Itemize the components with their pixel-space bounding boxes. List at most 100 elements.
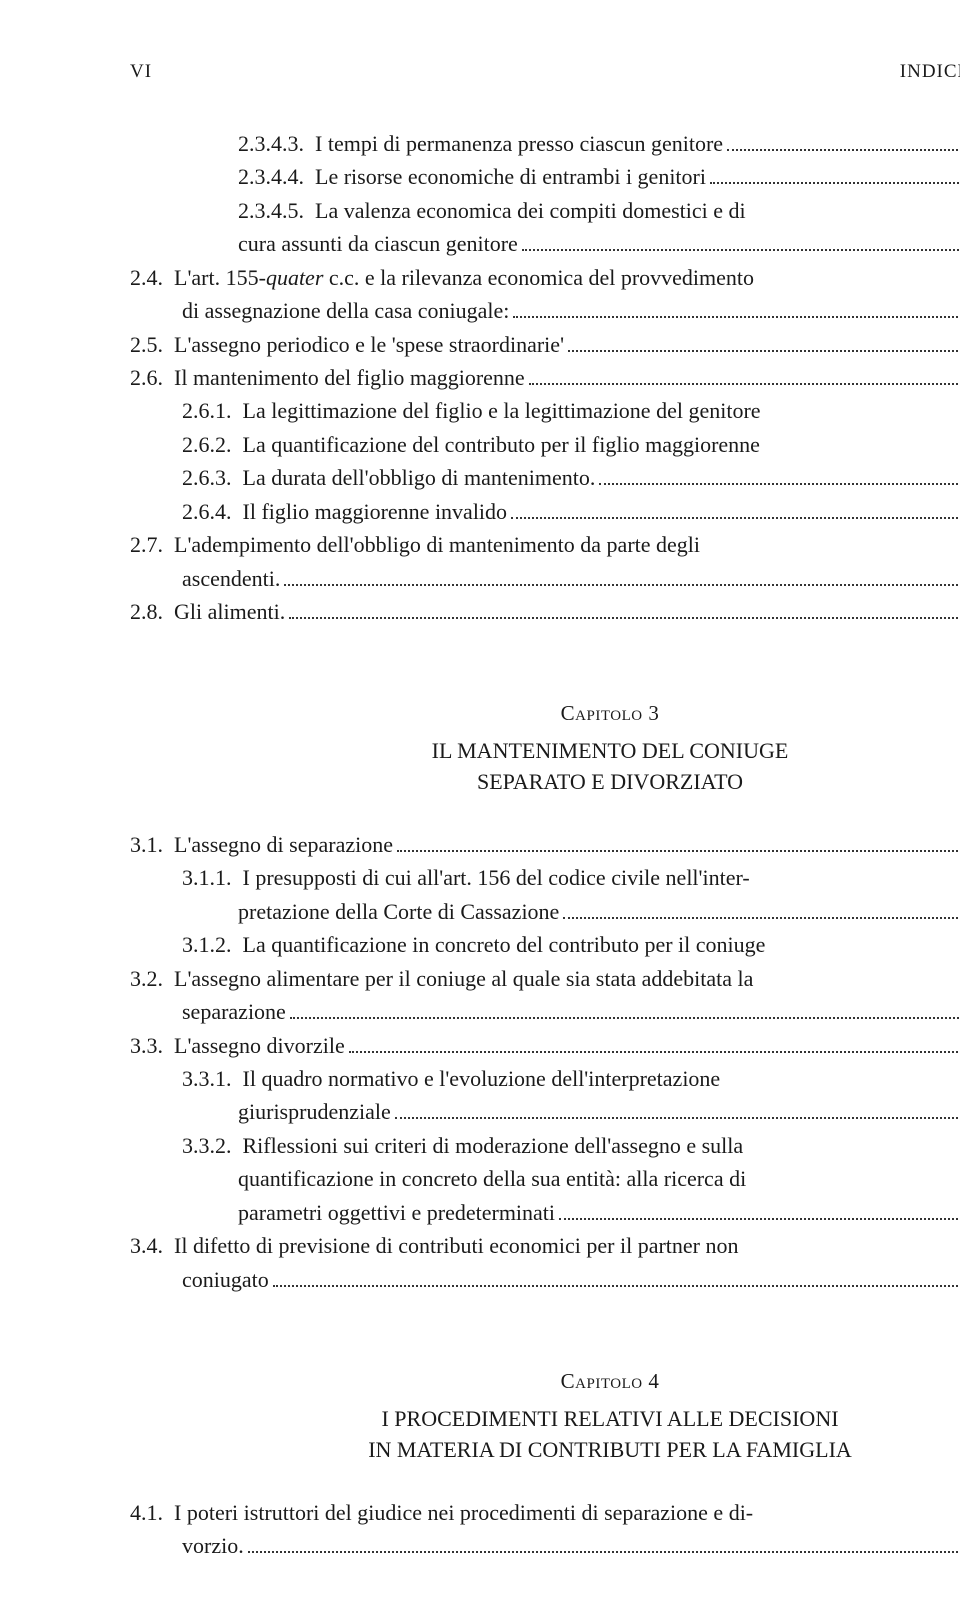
toc-entry-number: 4.1. — [130, 1496, 174, 1529]
toc-entry: 2.5. L'assegno periodico e le 'spese str… — [130, 328, 960, 361]
toc-entry-number: 2.3.4.5. — [238, 194, 315, 227]
header-title: INDICE-SOMMARIO — [900, 58, 960, 87]
toc-entry-number: 2.6.4. — [182, 495, 243, 528]
toc-entry-text: L'assegno di separazione — [174, 828, 393, 861]
chapter-4-label: Capitolo 4 — [130, 1366, 960, 1398]
toc-leader-dots — [273, 1285, 960, 1287]
toc-leader-dots — [727, 149, 960, 151]
toc-entry-number: 2.3.4.3. — [238, 127, 315, 160]
chapter-3-label: Capitolo 3 — [130, 698, 960, 730]
toc-entry-number: 3.1.2. — [182, 928, 243, 961]
toc-entry-continuation: di assegnazione della casa coniugale:69 — [130, 294, 960, 327]
toc-entry-number: 2.6.3. — [182, 461, 243, 494]
toc-entry: 4.1. I poteri istruttori del giudice nei… — [130, 1496, 960, 1529]
toc-block-2: 3.1. L'assegno di separazione893.1.1. I … — [130, 828, 960, 1296]
toc-entry: 2.7. L'adempimento dell'obbligo di mante… — [130, 528, 960, 561]
toc-entry-text: La legittimazione del figlio e la legitt… — [243, 394, 761, 427]
toc-entry-number: 2.6.2. — [182, 428, 243, 461]
toc-entry-text: Il figlio maggiorenne invalido — [243, 495, 508, 528]
toc-entry-number: 2.5. — [130, 328, 174, 361]
page-number-roman: VI — [130, 58, 152, 87]
toc-leader-dots — [563, 917, 960, 919]
toc-entry-text: Gli alimenti. — [174, 595, 285, 628]
toc-entry-text: I presupposti di cui all'art. 156 del co… — [243, 861, 750, 894]
toc-leader-dots — [284, 584, 960, 586]
toc-entry-text: La durata dell'obbligo di mantenimento. — [243, 461, 596, 494]
toc-leader-dots — [529, 383, 960, 385]
toc-entry-text: L'adempimento dell'obbligo di mantenimen… — [174, 528, 700, 561]
toc-entry-continuation: giurisprudenziale103 — [130, 1095, 960, 1128]
toc-entry: 2.6.2. La quantificazione del contributo… — [130, 428, 960, 461]
toc-block-3: 4.1. I poteri istruttori del giudice nei… — [130, 1496, 960, 1563]
toc-entry: 3.3.1. Il quadro normativo e l'evoluzion… — [130, 1062, 960, 1095]
toc-entry-continuation: quantificazione in concreto della sua en… — [130, 1162, 960, 1195]
toc-leader-dots — [289, 617, 960, 619]
toc-entry-number: 3.3. — [130, 1029, 174, 1062]
toc-entry-number: 2.3.4.4. — [238, 160, 315, 193]
toc-leader-dots — [599, 483, 960, 485]
toc-entry-text: Il mantenimento del figlio maggiorenne — [174, 361, 525, 394]
chapter-3-title: IL MANTENIMENTO DEL CONIUGE SEPARATO E D… — [130, 736, 960, 798]
toc-entry: 3.1.1. I presupposti di cui all'art. 156… — [130, 861, 960, 894]
toc-entry: 3.2. L'assegno alimentare per il coniuge… — [130, 962, 960, 995]
toc-entry-number: 3.1.1. — [182, 861, 243, 894]
chapter-4-title: I PROCEDIMENTI RELATIVI ALLE DECISIONI I… — [130, 1404, 960, 1466]
toc-entry-number: 3.1. — [130, 828, 174, 861]
toc-entry-text: L'assegno periodico e le 'spese straordi… — [174, 328, 564, 361]
toc-entry: 3.3. L'assegno divorzile103 — [130, 1029, 960, 1062]
toc-entry-continuation: cura assunti da ciascun genitore64 — [130, 227, 960, 260]
toc-entry-continuation: coniugato116 — [130, 1263, 960, 1296]
toc-leader-dots — [290, 1017, 960, 1019]
toc-entry-text: La quantificazione del contributo per il… — [243, 428, 760, 461]
toc-entry-text: L'assegno divorzile — [174, 1029, 345, 1062]
toc-entry: 2.3.4.3. I tempi di permanenza presso ci… — [130, 127, 960, 160]
toc-entry: 2.8. Gli alimenti.86 — [130, 595, 960, 628]
toc-entry-number: 3.3.1. — [182, 1062, 243, 1095]
toc-leader-dots — [513, 316, 960, 318]
toc-leader-dots — [397, 850, 960, 852]
toc-entry: 2.6.1. La legittimazione del figlio e la… — [130, 394, 960, 427]
toc-entry-continuation: parametri oggettivi e predeterminati113 — [130, 1196, 960, 1229]
toc-leader-dots — [559, 1218, 960, 1220]
toc-entry: 2.4. L'art. 155-quater c.c. e la rilevan… — [130, 261, 960, 294]
toc-entry-text: La valenza economica dei compiti domesti… — [315, 194, 746, 227]
toc-entry-number: 2.8. — [130, 595, 174, 628]
toc-entry-continuation: vorzio.117 — [130, 1529, 960, 1562]
toc-entry-number: 3.4. — [130, 1229, 174, 1262]
toc-entry: 3.1.2. La quantificazione in concreto de… — [130, 928, 960, 961]
toc-entry: 2.3.4.4. Le risorse economiche di entram… — [130, 160, 960, 193]
toc-leader-dots — [511, 517, 960, 519]
toc-entry: 3.4. Il difetto di previsione di contrib… — [130, 1229, 960, 1262]
toc-entry-number: 3.3.2. — [182, 1129, 243, 1162]
toc-entry: 3.3.2. Riflessioni sui criteri di modera… — [130, 1129, 960, 1162]
toc-entry-text: Il difetto di previsione di contributi e… — [174, 1229, 739, 1262]
toc-entry-number: 2.6.1. — [182, 394, 243, 427]
toc-leader-dots — [349, 1051, 960, 1053]
toc-leader-dots — [248, 1551, 960, 1553]
toc-leader-dots — [568, 350, 960, 352]
toc-entry-text: La quantificazione in concreto del contr… — [243, 928, 766, 961]
toc-entry: 2.6.3. La durata dell'obbligo di manteni… — [130, 461, 960, 494]
toc-entry-text: L'assegno alimentare per il coniuge al q… — [174, 962, 753, 995]
toc-entry: 2.6.4. Il figlio maggiorenne invalido83 — [130, 495, 960, 528]
toc-entry-text: Il quadro normativo e l'evoluzione dell'… — [243, 1062, 721, 1095]
toc-entry: 3.1. L'assegno di separazione89 — [130, 828, 960, 861]
toc-block-1: 2.3.4.3. I tempi di permanenza presso ci… — [130, 127, 960, 629]
toc-entry-number: 2.6. — [130, 361, 174, 394]
page-header: VI INDICE-SOMMARIO — [130, 58, 960, 87]
toc-entry-number: 2.7. — [130, 528, 174, 561]
toc-entry-continuation: separazione101 — [130, 995, 960, 1028]
toc-entry-text: Le risorse economiche di entrambi i geni… — [315, 160, 706, 193]
toc-entry-text: Riflessioni sui criteri di moderazione d… — [243, 1129, 744, 1162]
toc-entry-continuation: ascendenti.85 — [130, 562, 960, 595]
toc-entry: 2.6. Il mantenimento del figlio maggiore… — [130, 361, 960, 394]
toc-entry-number: 3.2. — [130, 962, 174, 995]
toc-leader-dots — [710, 182, 960, 184]
toc-entry-continuation: pretazione della Corte di Cassazione89 — [130, 895, 960, 928]
toc-entry-number: 2.4. — [130, 261, 174, 294]
toc-entry-text: I tempi di permanenza presso ciascun gen… — [315, 127, 723, 160]
toc-entry-text: I poteri istruttori del giudice nei proc… — [174, 1496, 753, 1529]
toc-leader-dots — [395, 1117, 960, 1119]
toc-entry: 2.3.4.5. La valenza economica dei compit… — [130, 194, 960, 227]
toc-leader-dots — [522, 249, 960, 251]
